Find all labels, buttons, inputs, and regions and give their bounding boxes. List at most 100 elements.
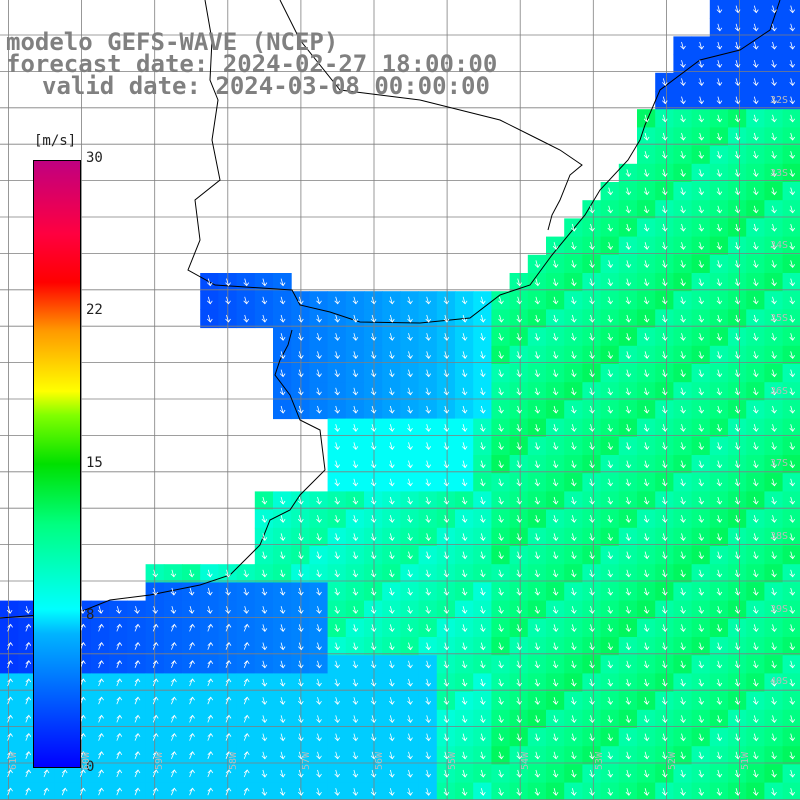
wind-arrow [552, 569, 559, 578]
wind-arrow [261, 314, 268, 323]
wind-arrow [425, 351, 432, 360]
wind-arrow [516, 533, 523, 542]
wind-arrow [225, 569, 231, 578]
wind-arrow [662, 478, 668, 487]
wind-arrow [643, 387, 650, 396]
wind-arrow [7, 623, 13, 632]
wind-arrow [98, 769, 104, 778]
wind-arrow [571, 387, 577, 396]
wind-arrow [753, 697, 759, 705]
wind-arrow [352, 314, 359, 323]
wind-arrow [716, 678, 723, 687]
wind-arrow [407, 788, 413, 796]
wind-arrow [662, 715, 668, 724]
wind-cell [782, 746, 800, 765]
wind-arrow [771, 751, 777, 760]
wind-arrow [298, 496, 304, 505]
wind-arrow [552, 424, 559, 432]
wind-arrow [498, 697, 504, 705]
wind-arrow [734, 697, 741, 705]
wind-arrow [607, 697, 614, 705]
wind-arrow [607, 478, 614, 487]
wind-arrow [389, 587, 395, 596]
wind-arrow [680, 114, 686, 123]
wind-arrow [461, 751, 468, 760]
wind-arrow [461, 769, 468, 778]
wind-arrow [498, 296, 504, 305]
wind-arrow [261, 733, 268, 742]
colorbar-unit: [m/s] [34, 133, 77, 149]
wind-arrow [261, 533, 268, 542]
wind-arrow [734, 205, 741, 214]
wind-arrow [698, 205, 705, 214]
wind-arrow [334, 624, 341, 633]
wind-arrow [116, 623, 123, 632]
wind-arrow [370, 478, 377, 487]
wind-arrow [698, 788, 705, 796]
wind-arrow [243, 751, 250, 759]
wind-arrow [716, 333, 723, 341]
wind-arrow [480, 715, 486, 724]
wind-cell [782, 764, 800, 784]
wind-arrow [189, 641, 195, 650]
wind-arrow [352, 333, 359, 341]
wind-arrow [316, 569, 322, 578]
wind-arrow [552, 387, 559, 396]
wind-arrow [753, 151, 759, 159]
colorbar-tick-22: 22 [86, 302, 103, 318]
model-title: modelo GEFS-WAVE (NCEP) [6, 28, 339, 56]
wind-arrow [698, 333, 705, 341]
wind-arrow [498, 569, 504, 578]
wind-arrow [571, 405, 577, 414]
wind-arrow [370, 405, 377, 414]
wind-arrow [171, 714, 177, 723]
wind-arrow [334, 424, 341, 432]
wind-arrow [643, 678, 650, 687]
wind-arrow [316, 587, 322, 596]
wind-arrow [643, 660, 650, 669]
wind-arrow [152, 769, 159, 778]
wind-arrow [734, 515, 741, 523]
wind-arrow [716, 278, 723, 287]
wind-arrow [662, 569, 668, 578]
wind-arrow [516, 515, 523, 523]
wind-arrow [589, 660, 595, 669]
wind-arrow [407, 678, 413, 687]
wind-arrow [134, 787, 141, 796]
wind-arrow [189, 751, 195, 759]
wind-arrow [334, 460, 341, 469]
wind-arrow [516, 642, 523, 651]
wind-arrow [425, 642, 432, 651]
lon-label: 60W [81, 751, 92, 770]
wind-arrow [571, 569, 577, 578]
wind-arrow [625, 169, 632, 178]
wind-arrow [534, 751, 541, 760]
wind-arrow [443, 551, 450, 560]
wind-arrow [771, 478, 777, 487]
wind-arrow [589, 733, 595, 742]
wind-arrow [716, 187, 723, 196]
wind-arrow [316, 296, 322, 305]
wind-arrow [589, 533, 595, 542]
wind-arrow [662, 442, 668, 451]
wind-cell [782, 163, 800, 183]
wind-arrow [98, 787, 104, 796]
wind-arrow [607, 296, 614, 305]
wind-arrow [662, 296, 668, 305]
wind-arrow [625, 587, 632, 596]
wind-cell [782, 145, 800, 165]
wind-arrow [480, 769, 486, 778]
wind-arrow [480, 460, 486, 469]
wind-arrow [225, 732, 232, 741]
wind-arrow [607, 442, 614, 451]
wind-arrow [625, 442, 632, 451]
wind-arrow [7, 678, 13, 687]
wind-cell [782, 473, 800, 492]
wind-arrow [480, 424, 486, 432]
wind-arrow [370, 442, 377, 451]
wind-arrow [407, 424, 413, 432]
wind-arrow [298, 569, 304, 578]
wind-arrow [716, 223, 723, 232]
wind-arrow [243, 714, 250, 723]
wind-arrow [352, 296, 359, 305]
